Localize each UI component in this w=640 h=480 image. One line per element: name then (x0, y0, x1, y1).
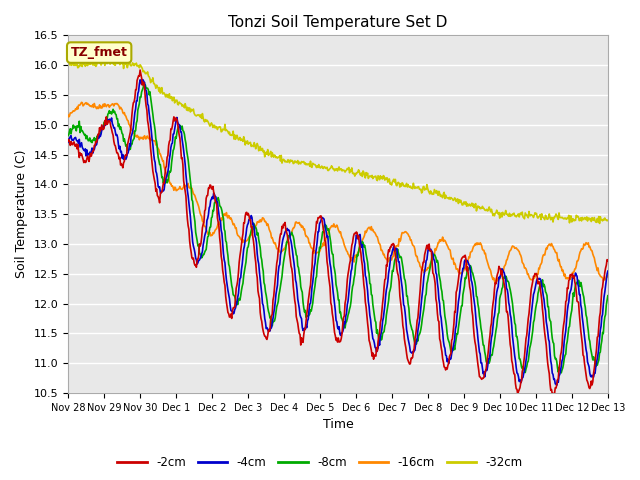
Legend: -2cm, -4cm, -8cm, -16cm, -32cm: -2cm, -4cm, -8cm, -16cm, -32cm (113, 452, 527, 474)
Y-axis label: Soil Temperature (C): Soil Temperature (C) (15, 150, 28, 278)
X-axis label: Time: Time (323, 419, 353, 432)
Text: TZ_fmet: TZ_fmet (71, 46, 127, 59)
Title: Tonzi Soil Temperature Set D: Tonzi Soil Temperature Set D (228, 15, 447, 30)
